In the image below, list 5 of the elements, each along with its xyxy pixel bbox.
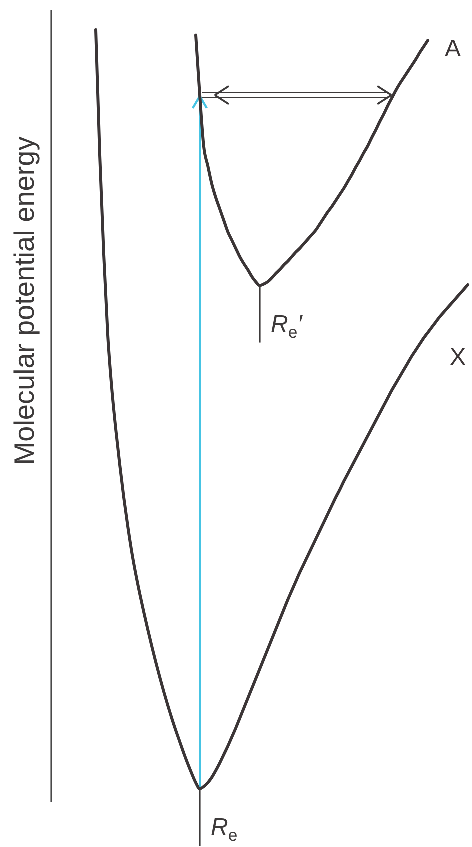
y-axis-title: Molecular potential energy [9,136,40,466]
series-label: X [450,344,466,372]
annotation: R$_{e}$′ [271,310,304,342]
series-label: A [445,36,462,63]
text: R$_{e}$ [211,814,238,845]
